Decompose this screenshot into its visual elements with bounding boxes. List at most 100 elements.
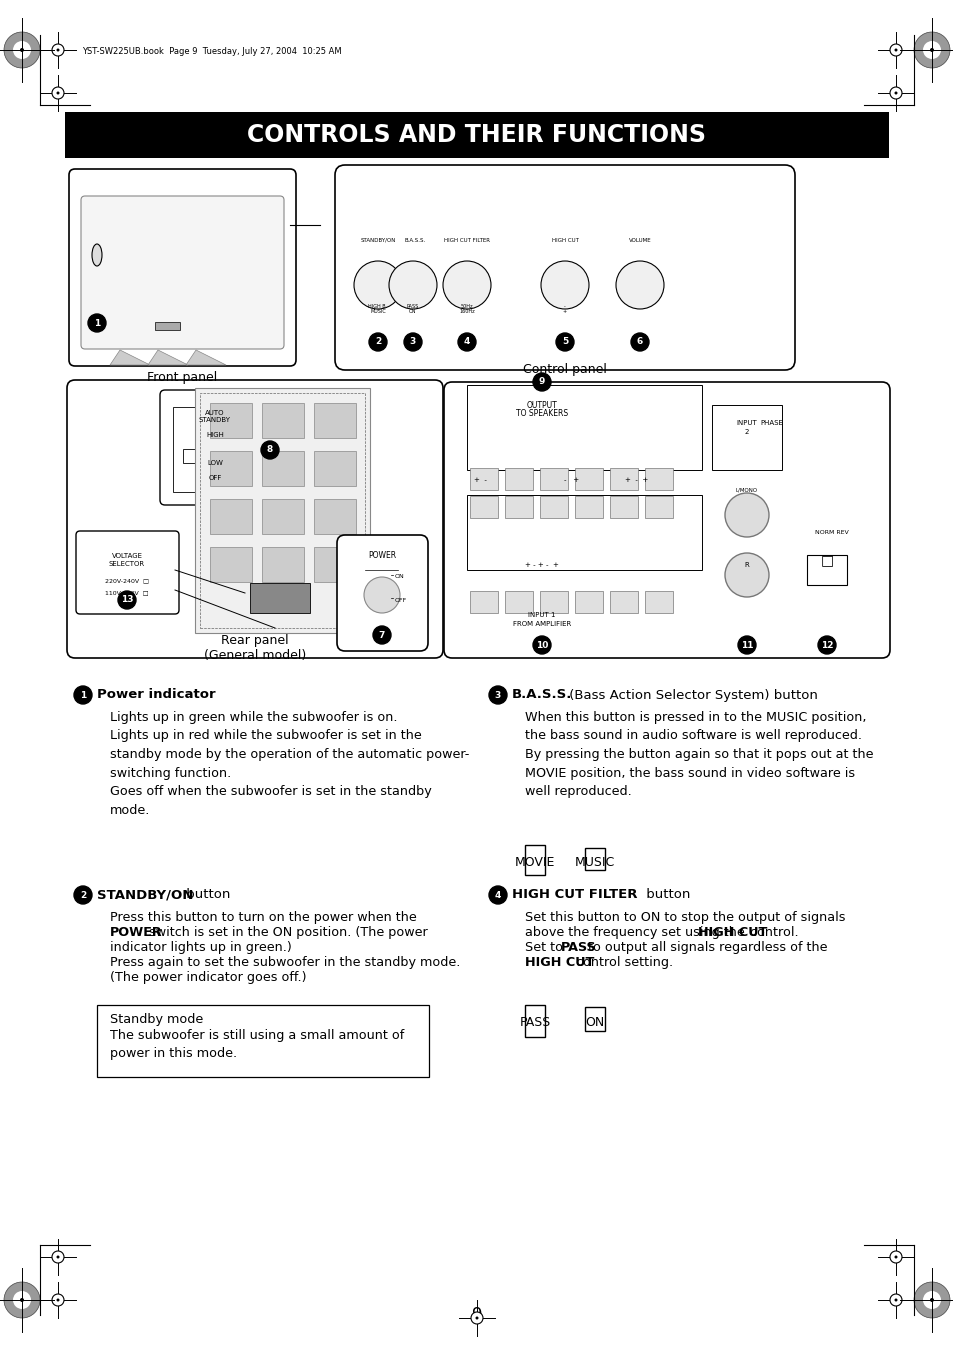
Text: CONTROLS AND THEIR FUNCTIONS: CONTROLS AND THEIR FUNCTIONS — [247, 123, 706, 147]
Circle shape — [403, 332, 421, 351]
Circle shape — [475, 1316, 478, 1320]
Text: 50Hz: 50Hz — [460, 304, 473, 309]
Text: 11: 11 — [740, 640, 753, 650]
Circle shape — [446, 186, 459, 200]
Text: HIGH CUT: HIGH CUT — [551, 238, 578, 242]
Circle shape — [369, 332, 387, 351]
Circle shape — [923, 41, 940, 59]
Bar — [314, 451, 355, 486]
Text: -   +: - + — [564, 477, 579, 484]
Text: + - + -  +: + - + - + — [524, 562, 558, 567]
Circle shape — [533, 373, 551, 390]
Bar — [609, 496, 638, 517]
Text: 6: 6 — [637, 338, 642, 346]
Text: POWER: POWER — [368, 551, 395, 561]
Circle shape — [894, 92, 897, 95]
Text: Rear panel
(General model): Rear panel (General model) — [204, 634, 306, 662]
Circle shape — [616, 261, 663, 309]
Circle shape — [56, 1255, 59, 1259]
Circle shape — [923, 1292, 940, 1309]
Bar — [806, 555, 846, 585]
Text: 9: 9 — [538, 377, 544, 386]
Bar — [644, 467, 672, 490]
Text: Set to: Set to — [524, 942, 566, 954]
Text: above the frequency set using the: above the frequency set using the — [524, 925, 748, 939]
Bar — [172, 407, 256, 492]
Text: PASS: PASS — [406, 304, 418, 309]
Text: control setting.: control setting. — [572, 957, 673, 969]
Circle shape — [889, 1251, 901, 1263]
Text: 4: 4 — [463, 338, 470, 346]
Circle shape — [261, 440, 278, 459]
Text: button: button — [182, 889, 230, 901]
FancyBboxPatch shape — [69, 169, 295, 366]
Text: button: button — [641, 889, 690, 901]
Bar — [644, 590, 672, 613]
Text: FROM AMPLIFIER: FROM AMPLIFIER — [513, 621, 571, 627]
Text: 2: 2 — [744, 430, 748, 435]
Text: 220V-240V  □: 220V-240V □ — [105, 578, 149, 584]
Bar — [262, 499, 304, 534]
Circle shape — [88, 313, 106, 332]
Text: 10: 10 — [536, 640, 548, 650]
Bar — [609, 590, 638, 613]
Polygon shape — [186, 350, 226, 365]
Bar — [262, 403, 304, 438]
Text: Power indicator: Power indicator — [97, 689, 215, 701]
Text: ON: ON — [585, 1016, 604, 1029]
Text: R: R — [744, 562, 749, 567]
Circle shape — [52, 1294, 64, 1306]
Text: L/MONO: L/MONO — [735, 488, 758, 493]
Text: 1: 1 — [80, 690, 86, 700]
Text: Set this button to ON to stop the output of signals: Set this button to ON to stop the output… — [524, 911, 844, 924]
Text: Standby mode: Standby mode — [110, 1013, 203, 1025]
Text: 160Hz: 160Hz — [458, 309, 475, 313]
Text: 7: 7 — [378, 631, 385, 639]
Text: control.: control. — [745, 925, 798, 939]
Circle shape — [471, 1312, 482, 1324]
Circle shape — [929, 1298, 933, 1302]
Text: POWER: POWER — [110, 925, 162, 939]
Circle shape — [894, 1298, 897, 1301]
Text: 2: 2 — [375, 338, 381, 346]
Circle shape — [894, 1255, 897, 1259]
Text: B.A.S.S.: B.A.S.S. — [404, 238, 425, 242]
Bar — [539, 496, 567, 517]
Text: 9: 9 — [471, 1306, 482, 1324]
Text: Control panel: Control panel — [522, 363, 606, 377]
Circle shape — [20, 49, 24, 51]
Circle shape — [533, 636, 551, 654]
Bar — [470, 467, 497, 490]
Text: 5: 5 — [561, 338, 568, 346]
Text: OUTPUT: OUTPUT — [526, 400, 557, 409]
Circle shape — [889, 45, 901, 55]
Bar — [524, 844, 544, 875]
FancyBboxPatch shape — [335, 165, 794, 370]
Circle shape — [489, 686, 506, 704]
Bar — [262, 451, 304, 486]
Text: 110V-120V  □: 110V-120V □ — [105, 590, 149, 594]
Circle shape — [442, 261, 491, 309]
Circle shape — [929, 49, 933, 51]
Text: +  -: + - — [473, 477, 486, 484]
Circle shape — [364, 577, 399, 613]
Text: HIGH CUT: HIGH CUT — [698, 925, 767, 939]
Ellipse shape — [91, 245, 102, 266]
Circle shape — [422, 186, 436, 200]
Text: (The power indicator goes off.): (The power indicator goes off.) — [110, 971, 306, 984]
Text: HIGH: HIGH — [206, 432, 224, 438]
Text: OFF: OFF — [395, 597, 407, 603]
Bar — [575, 496, 602, 517]
Circle shape — [118, 590, 136, 609]
Circle shape — [56, 1298, 59, 1301]
Bar — [250, 584, 310, 613]
Bar — [524, 1005, 544, 1038]
Text: -: - — [563, 304, 565, 309]
Text: VOLUME: VOLUME — [628, 238, 651, 242]
Text: HIGH CUT FILTER: HIGH CUT FILTER — [443, 238, 490, 242]
Circle shape — [4, 32, 40, 68]
Text: 8: 8 — [267, 446, 273, 454]
Text: LOW: LOW — [207, 459, 223, 466]
Text: PHASE: PHASE — [760, 420, 782, 426]
Bar — [348, 196, 359, 204]
